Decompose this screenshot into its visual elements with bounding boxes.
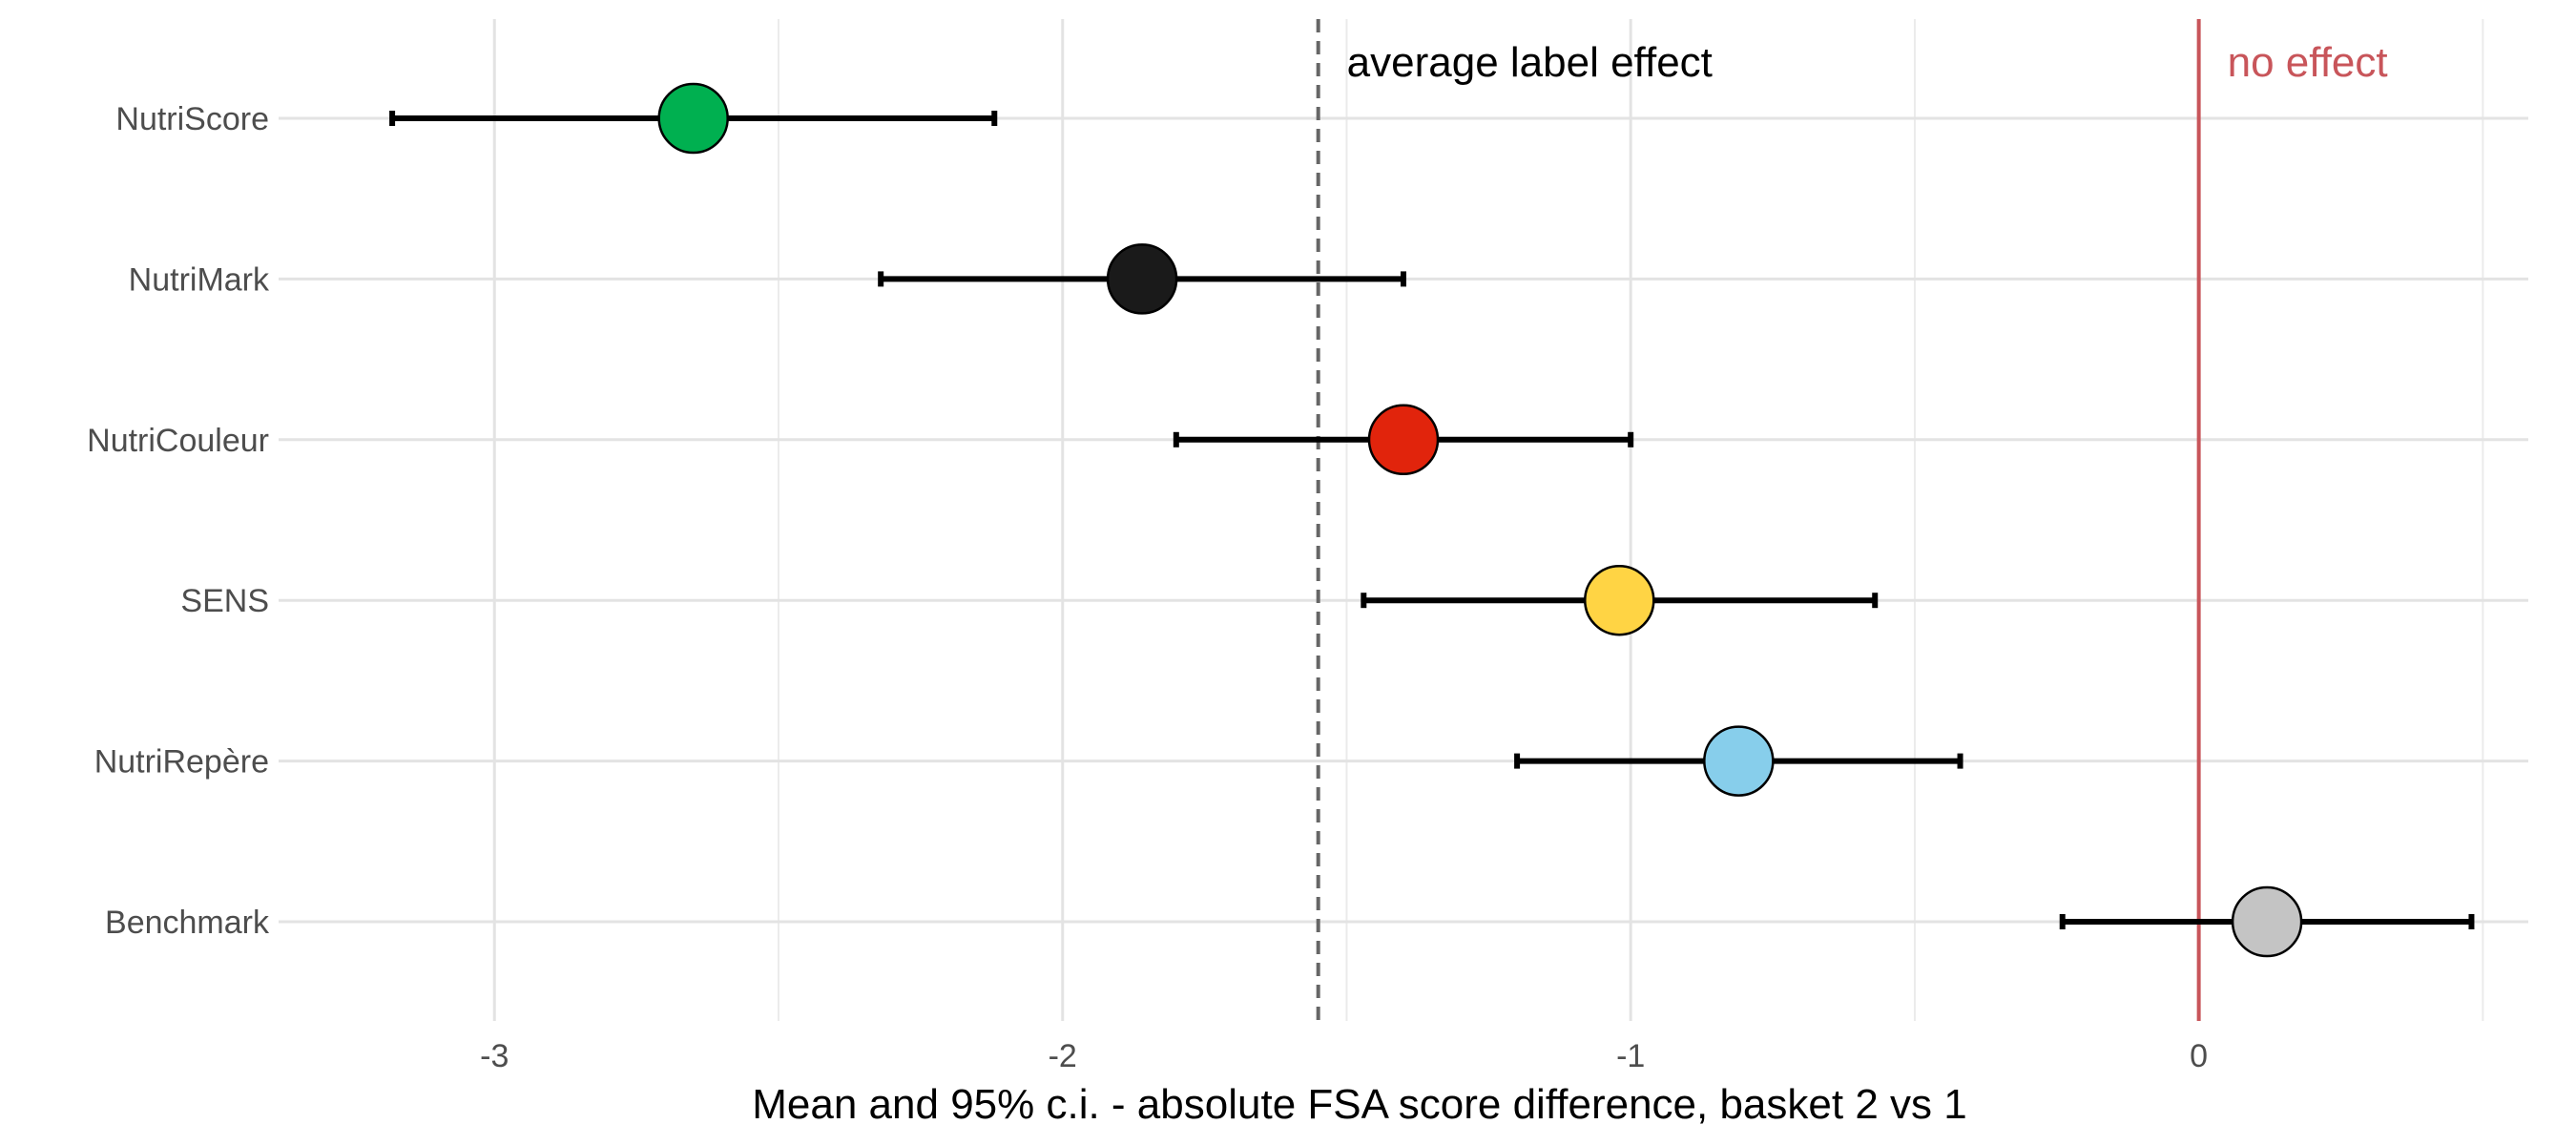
y-tick-label: NutriScore [115,101,269,137]
grid-layer [279,19,2528,1021]
y-tick-labels: NutriScore NutriMark NutriCouleur SENS Nutri… [87,101,270,941]
mean-point [1367,404,1440,476]
x-tick-label: -2 [1049,1038,1077,1074]
y-tick-label: SENS [180,583,269,619]
mean-point [657,82,729,155]
y-tick-label: NutriMark [129,261,270,298]
data-marks [389,82,2475,958]
reference-lines: average label effect no effect [1316,19,2388,1021]
y-tick-label: NutriCouleur [87,423,269,459]
data-point-group [1514,725,1963,797]
data-point-group [1361,564,1879,636]
data-point-group [2059,885,2475,958]
mean-point [1106,243,1178,315]
x-axis-title: Mean and 95% c.i. - absolute FSA score d… [752,1081,1966,1128]
reference-line-label: no effect [2228,39,2388,86]
data-point-group [878,243,1406,315]
data-point-group [389,82,998,155]
x-tick-label: -1 [1616,1038,1645,1074]
mean-point [2231,885,2303,958]
y-tick-label: NutriRepère [94,744,269,781]
mean-point [1584,564,1655,636]
x-tick-label: -3 [480,1038,509,1074]
x-tick-labels: -3 -2 -1 0 [480,1038,2208,1074]
x-tick-label: 0 [2190,1038,2208,1074]
mean-point [1703,725,1775,797]
reference-line-label: average label effect [1347,39,1713,86]
y-tick-label: Benchmark [105,905,270,941]
data-point-group [1173,404,1634,476]
